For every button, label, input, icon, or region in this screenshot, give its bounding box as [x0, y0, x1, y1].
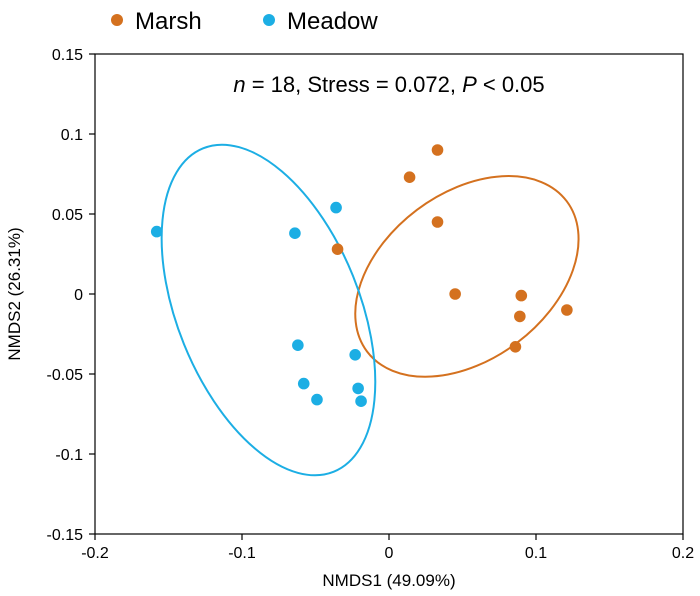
point-meadow: [292, 339, 304, 352]
point-meadow: [297, 377, 310, 390]
x-tick-label: 0.1: [525, 545, 547, 562]
legend: Marsh Meadow: [111, 8, 378, 35]
legend-marker-meadow: [263, 14, 275, 26]
point-marsh: [431, 144, 444, 156]
ellipse-meadow: [160, 143, 377, 477]
legend-label-marsh: Marsh: [135, 8, 202, 35]
point-meadow: [349, 349, 361, 361]
point-marsh: [561, 304, 573, 316]
axis-ticks: -0.2 -0.1 0 0.1 0.2 -0.15 -0.1 -0.05 0 0.05 0.1 0.1…: [47, 47, 695, 562]
point-marsh: [509, 341, 522, 353]
y-axis-label: NMDS2 (26.31%): [5, 227, 24, 360]
y-tick-label: 0.15: [52, 47, 83, 64]
y-tick-label: 0: [74, 287, 83, 304]
annotation-stress: = 18, Stress = 0.072,: [246, 72, 462, 97]
point-marsh: [514, 310, 526, 323]
annotation-p-value: < 0.05: [477, 72, 545, 97]
ellipse-marsh: [354, 175, 580, 378]
x-tick-label: 0: [385, 545, 394, 562]
x-tick-label: -0.1: [228, 545, 256, 562]
point-meadow: [289, 227, 301, 239]
annotation-p: P: [462, 72, 477, 97]
point-meadow: [352, 382, 364, 395]
data-points: [150, 144, 573, 408]
legend-marker-marsh: [111, 14, 123, 26]
point-meadow: [355, 395, 367, 408]
point-marsh: [449, 288, 461, 300]
plot-area-frame: [94, 53, 684, 535]
y-tick-label: 0.05: [52, 207, 83, 224]
y-tick-label: 0.1: [61, 127, 83, 144]
annotation-n: n: [233, 72, 245, 97]
point-meadow: [311, 393, 323, 406]
point-meadow: [330, 201, 342, 214]
y-tick-label: -0.05: [47, 367, 84, 384]
y-tick-label: -0.1: [55, 447, 83, 464]
point-marsh: [331, 243, 344, 255]
stats-annotation: n = 18, Stress = 0.072, P < 0.05: [233, 72, 544, 97]
x-tick-label: 0.2: [672, 545, 694, 562]
x-axis-label: NMDS1 (49.09%): [322, 571, 455, 590]
point-meadow: [150, 225, 163, 238]
point-marsh: [515, 289, 528, 302]
point-marsh: [431, 216, 444, 228]
confidence-ellipses: [160, 143, 580, 477]
legend-label-meadow: Meadow: [287, 8, 378, 35]
y-tick-label: -0.15: [47, 527, 84, 544]
point-marsh: [403, 171, 416, 183]
x-tick-label: -0.2: [81, 545, 109, 562]
